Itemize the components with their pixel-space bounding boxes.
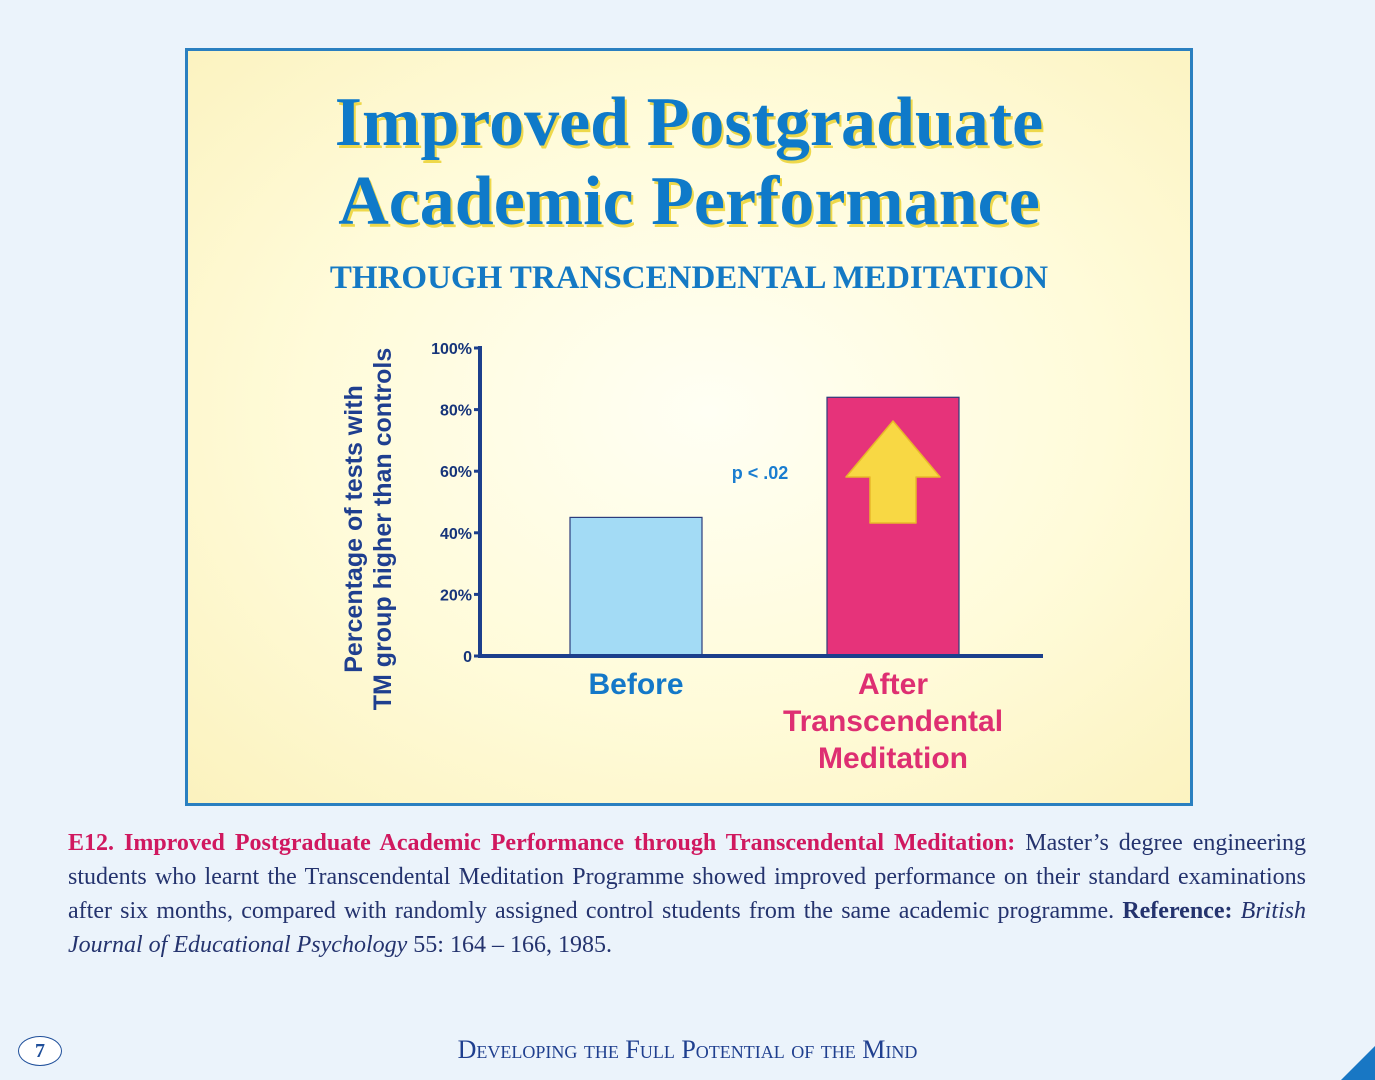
caption-body: Master’s degree engineering students who… [68, 830, 1306, 924]
y-tick-label: 20% [440, 587, 472, 604]
up-arrow-icon [845, 420, 941, 524]
figure-title-line-2: Academic Performance [338, 163, 1040, 240]
caption-citation: 55: 164 – 166, 1985. [407, 932, 612, 958]
figure-subtitle: THROUGH TRANSCENDENTAL MEDITATION [329, 260, 1049, 296]
figure-title: Improved Postgraduate Academic Performan… [188, 83, 1190, 241]
bar-1 [569, 516, 703, 657]
x-category-label: Transcendental [783, 705, 1003, 738]
y-axis-title-line: Percentage of tests with [340, 385, 368, 673]
page-number: 7 [18, 1036, 62, 1066]
y-tick-label: 100% [431, 341, 472, 358]
y-tick-label: 80% [440, 403, 472, 420]
footer-title: Developing the Full Potential of the Min… [457, 1035, 918, 1064]
x-category-label: Before [588, 668, 683, 701]
bar-chart: 0 20% 40% 60% 80% 100% p < .02 Before After Trans… [340, 341, 1043, 775]
caption-heading: E12. Improved Postgraduate Academic Perf… [68, 830, 1016, 856]
p-value-annotation: p < .02 [732, 463, 789, 483]
y-axis-title-line: TM group higher than controls [369, 348, 397, 710]
y-tick-label: 40% [440, 526, 472, 543]
figure-panel: Improved Postgraduate Academic Performan… [185, 48, 1193, 806]
caption-journal: British Journal of Educational Psycholog… [68, 898, 1306, 958]
corner-triangle-decoration [1341, 1046, 1375, 1080]
x-category-label: Meditation [818, 742, 968, 775]
caption-reference-label: Reference: [1122, 898, 1233, 924]
y-tick-label: 60% [440, 464, 472, 481]
figure-title-line-1: Improved Postgraduate [334, 84, 1044, 161]
figure-caption: E12. Improved Postgraduate Academic Perf… [68, 826, 1306, 962]
x-category-label: After [858, 668, 928, 701]
y-tick-label: 0 [463, 649, 472, 666]
